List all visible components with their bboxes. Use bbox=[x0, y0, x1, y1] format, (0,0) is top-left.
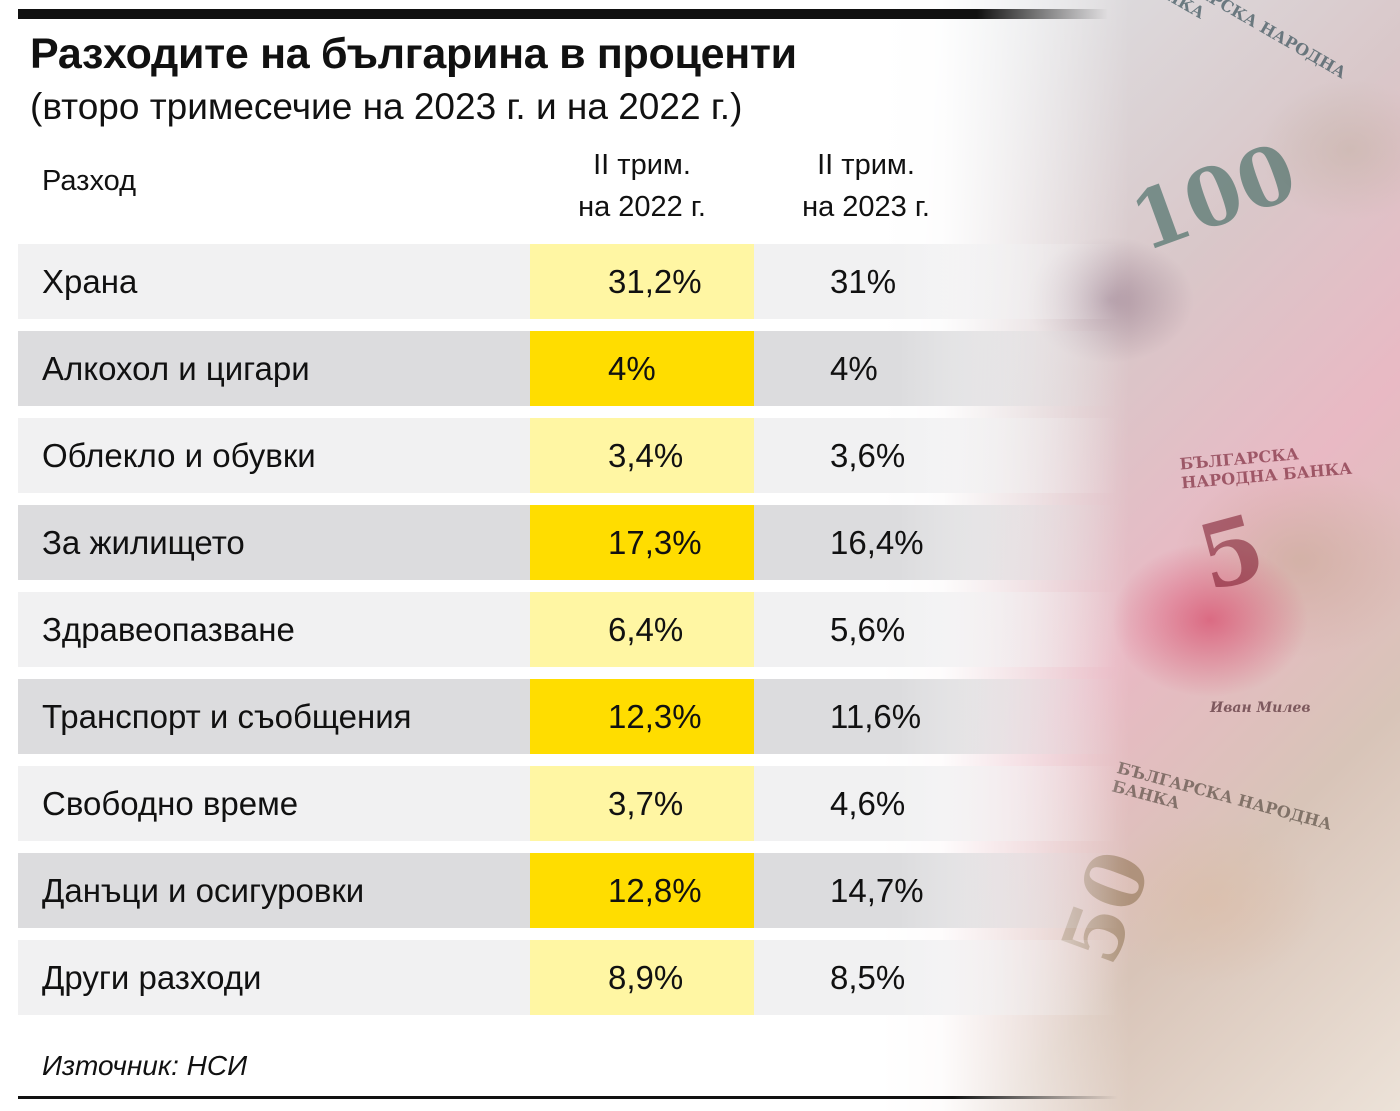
table-row: Свободно време 3,7% 4,6% bbox=[18, 766, 1118, 841]
value-2023: 16,4% bbox=[830, 524, 924, 561]
column-header-2023-line1: II трим. bbox=[817, 149, 915, 181]
highlight-cell-2022 bbox=[530, 244, 754, 319]
value-2022: 8,9% bbox=[608, 959, 684, 996]
highlight-cell-2022 bbox=[530, 331, 754, 406]
table-row: Транспорт и съобщения 12,3% 11,6% bbox=[18, 679, 1118, 754]
value-2023: 4% bbox=[830, 350, 878, 387]
category-label: Алкохол и цигари bbox=[42, 350, 310, 387]
table-row: Храна 31,2% 31% bbox=[18, 244, 1118, 319]
value-2022: 17,3% bbox=[608, 524, 702, 561]
value-2023: 3,6% bbox=[830, 437, 906, 474]
bottom-rule bbox=[18, 1096, 1118, 1099]
value-2023: 4,6% bbox=[830, 785, 906, 822]
value-2022: 6,4% bbox=[608, 611, 684, 648]
column-header-category: Разход bbox=[42, 160, 136, 202]
chart-title: Разходите на българина в проценти bbox=[30, 30, 797, 78]
table-row: Облекло и обувки 3,4% 3,6% bbox=[18, 418, 1118, 493]
table-row: Други разходи 8,9% 8,5% bbox=[18, 940, 1118, 1015]
value-2022: 4% bbox=[608, 350, 656, 387]
chart-subtitle: (второ тримесечие на 2023 г. и на 2022 г… bbox=[30, 86, 743, 127]
value-2023: 14,7% bbox=[830, 872, 924, 909]
category-label: Свободно време bbox=[42, 785, 299, 822]
category-label: Транспорт и съобщения bbox=[42, 698, 412, 735]
highlight-cell-2022 bbox=[530, 679, 754, 754]
category-label: Други разходи bbox=[42, 959, 262, 996]
category-label: Храна bbox=[42, 263, 138, 300]
value-2022: 12,3% bbox=[608, 698, 702, 735]
value-2023: 8,5% bbox=[830, 959, 906, 996]
value-2023: 31% bbox=[830, 263, 897, 300]
value-2022: 3,7% bbox=[608, 785, 684, 822]
value-2023: 11,6% bbox=[830, 698, 922, 735]
table-row: Алкохол и цигари 4% 4% bbox=[18, 331, 1118, 406]
value-2022: 3,4% bbox=[608, 437, 684, 474]
highlight-cell-2022 bbox=[530, 766, 754, 841]
table-row: За жилището 17,3% 16,4% bbox=[18, 505, 1118, 580]
category-label: Облекло и обувки bbox=[42, 437, 316, 474]
expenses-table: Храна 31,2% 31% Алкохол и цигари 4% 4% О… bbox=[18, 244, 1118, 1027]
column-header-2023: II трим. на 2023 г. bbox=[754, 144, 978, 228]
column-header-2022-line1: II трим. bbox=[593, 149, 691, 181]
top-rule bbox=[18, 9, 1108, 19]
source-note: Източник: НСИ bbox=[42, 1050, 248, 1081]
table-row: Здравеопазване 6,4% 5,6% bbox=[18, 592, 1118, 667]
category-label: За жилището bbox=[42, 524, 245, 561]
highlight-cell-2022 bbox=[530, 505, 754, 580]
column-header-2022-line2: на 2022 г. bbox=[578, 191, 706, 223]
value-2022: 12,8% bbox=[608, 872, 702, 909]
highlight-cell-2022 bbox=[530, 592, 754, 667]
category-label: Здравеопазване bbox=[42, 611, 295, 648]
highlight-cell-2022 bbox=[530, 418, 754, 493]
highlight-cell-2022 bbox=[530, 853, 754, 928]
value-2023: 5,6% bbox=[830, 611, 906, 648]
column-header-2022: II трим. на 2022 г. bbox=[530, 144, 754, 228]
highlight-cell-2022 bbox=[530, 940, 754, 1015]
table-row: Данъци и осигуровки 12,8% 14,7% bbox=[18, 853, 1118, 928]
column-header-category-label: Разход bbox=[42, 165, 137, 197]
column-header-2023-line2: на 2023 г. bbox=[802, 191, 930, 223]
value-2022: 31,2% bbox=[608, 263, 702, 300]
category-label: Данъци и осигуровки bbox=[42, 872, 365, 909]
